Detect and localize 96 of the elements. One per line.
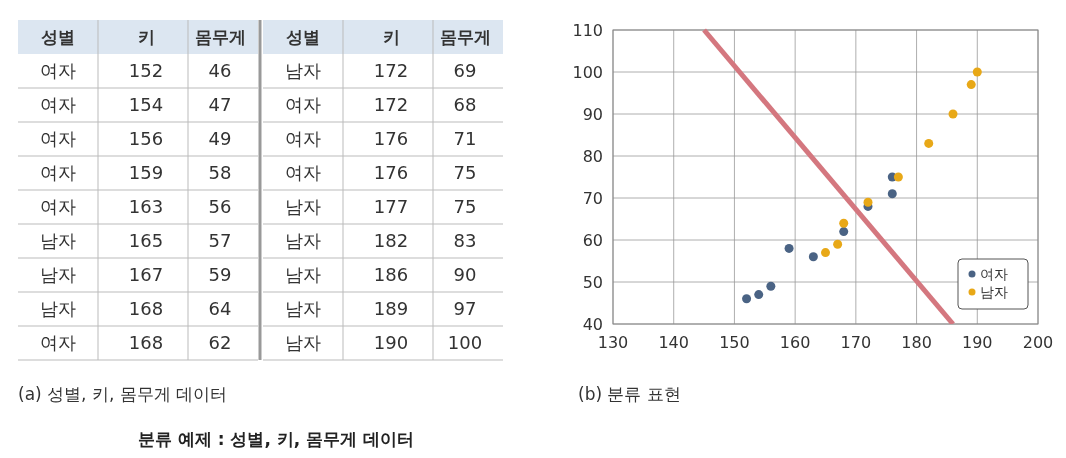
text: 154 [128, 94, 164, 115]
text: 여자 [40, 196, 76, 217]
text: 여자 [285, 94, 321, 115]
text: 176 [373, 128, 409, 149]
text: 177 [373, 196, 409, 217]
legend-label: 여자 [980, 266, 1008, 282]
text: 189 [373, 298, 409, 319]
point [972, 67, 982, 77]
text: 여자 [40, 94, 76, 115]
text: 59 [208, 264, 232, 285]
point [821, 248, 830, 258]
x-tick-label: 130 [597, 333, 629, 352]
text: 152 [128, 60, 164, 81]
x-tick-label: 190 [962, 333, 993, 352]
y-tick-label: 110 [572, 21, 603, 40]
text: 168 [128, 332, 164, 353]
point [887, 189, 897, 199]
text: 69 [453, 60, 477, 81]
text: (b) 분류 표현 [578, 384, 681, 404]
text: 186 [373, 264, 409, 285]
category-label: 키 [382, 27, 400, 47]
point [966, 80, 976, 90]
point [766, 281, 776, 291]
text: 62 [208, 332, 232, 353]
category-label: 성별 [286, 27, 320, 47]
category-label: 몸무게 [194, 27, 246, 47]
text: 여자 [40, 162, 76, 183]
x-tick-label: 200 [1022, 333, 1054, 352]
text: 83 [453, 230, 477, 251]
y-tick-label: 50 [582, 273, 603, 292]
text: 156 [128, 128, 164, 149]
point [863, 197, 873, 207]
text: 75 [453, 196, 477, 217]
y-tick-label: 40 [582, 315, 603, 334]
text: 47 [208, 94, 232, 115]
text: 75 [453, 162, 477, 183]
text: 90 [453, 264, 477, 285]
text: 남자 [285, 298, 321, 319]
text: 여자 [40, 60, 76, 81]
text: 남자 [40, 264, 76, 285]
text: 남자 [285, 60, 321, 81]
text: 남자 [40, 230, 76, 251]
point [833, 239, 843, 249]
text: 71 [453, 128, 477, 149]
text: 남자 [285, 196, 321, 217]
point [893, 172, 903, 182]
text: 분류 예제 : 성별, 키, 몸무게 데이터 [137, 429, 415, 449]
x-tick-label: 150 [719, 333, 750, 352]
text: 97 [453, 298, 477, 319]
point [839, 227, 849, 237]
text: 167 [128, 264, 164, 285]
text: 56 [208, 196, 232, 217]
x-tick-label: 140 [658, 333, 689, 352]
text: 남자 [40, 298, 76, 319]
point [754, 290, 764, 300]
point [808, 252, 818, 262]
text: (a) 성별, 키, 몸무게 데이터 [18, 384, 228, 404]
text: 여자 [40, 128, 76, 149]
y-tick-label: 60 [582, 231, 603, 250]
point [924, 138, 934, 148]
legend-label: 남자 [980, 284, 1008, 300]
point [742, 294, 752, 304]
text: 172 [373, 60, 409, 81]
text: 168 [128, 298, 164, 319]
category-label: 몸무게 [439, 27, 491, 47]
text: 남자 [285, 264, 321, 285]
point [784, 243, 794, 253]
text: 여자 [285, 162, 321, 183]
text: 남자 [285, 332, 321, 353]
text: 68 [453, 94, 477, 115]
text: 57 [208, 230, 232, 251]
text: 여자 [285, 128, 321, 149]
y-tick-label: 70 [582, 189, 603, 208]
x-tick-label: 160 [779, 333, 811, 352]
text: 172 [373, 94, 409, 115]
point [948, 109, 958, 119]
text: 64 [208, 298, 232, 319]
x-tick-label: 170 [840, 333, 872, 352]
text: 176 [373, 162, 409, 183]
y-tick-label: 80 [582, 147, 603, 166]
y-tick-label: 100 [572, 63, 603, 82]
point [839, 218, 849, 228]
text: 163 [128, 196, 164, 217]
category-label: 성별 [41, 27, 75, 47]
text: 165 [128, 230, 164, 251]
text: 여자 [40, 332, 76, 353]
text: 182 [373, 230, 409, 251]
category-label: 키 [137, 27, 155, 47]
text: 100 [447, 332, 483, 353]
y-tick-label: 90 [582, 105, 603, 124]
text: 159 [128, 162, 164, 183]
x-tick-label: 180 [901, 333, 932, 352]
text: 58 [208, 162, 232, 183]
text: 46 [208, 60, 232, 81]
text: 남자 [285, 230, 321, 251]
text: 49 [208, 128, 232, 149]
